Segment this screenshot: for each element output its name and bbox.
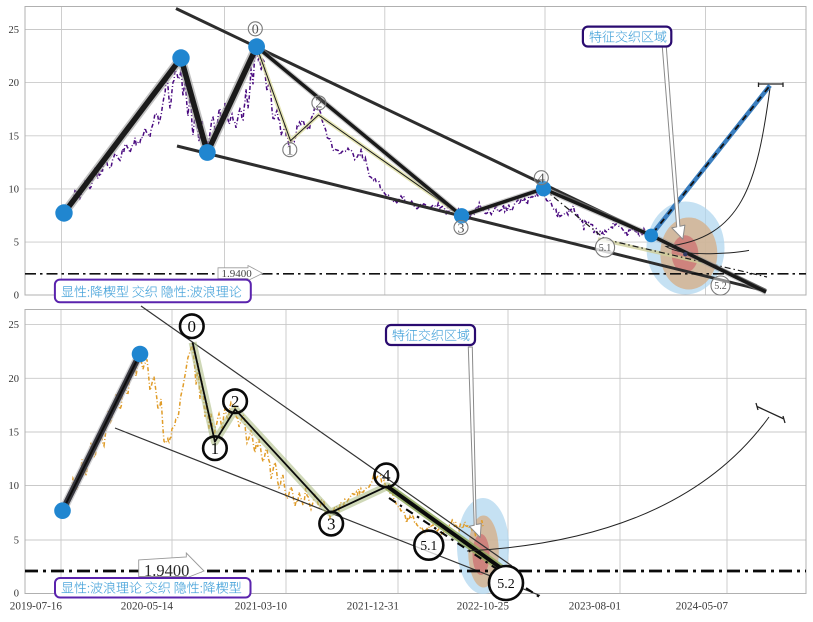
svg-text:5.2: 5.2 xyxy=(497,577,515,592)
svg-text:15: 15 xyxy=(9,428,20,439)
svg-text:5.2: 5.2 xyxy=(714,281,727,292)
svg-text:0: 0 xyxy=(14,291,19,302)
svg-text:2: 2 xyxy=(315,97,322,112)
svg-text:25: 25 xyxy=(9,320,20,331)
svg-text:20: 20 xyxy=(9,374,20,385)
svg-text:10: 10 xyxy=(9,481,20,492)
svg-text:0: 0 xyxy=(14,589,19,600)
svg-text:1.9400: 1.9400 xyxy=(222,268,253,280)
svg-text:5: 5 xyxy=(14,238,19,249)
svg-text:3: 3 xyxy=(327,514,336,533)
svg-text:2021-12-31: 2021-12-31 xyxy=(347,601,399,613)
svg-text:20: 20 xyxy=(9,78,20,89)
svg-text:1.9400: 1.9400 xyxy=(144,561,189,580)
svg-text:3: 3 xyxy=(458,221,465,236)
svg-text:2024-05-07: 2024-05-07 xyxy=(676,601,729,613)
svg-text:25: 25 xyxy=(9,25,20,36)
svg-text:2020-05-14: 2020-05-14 xyxy=(121,601,174,613)
svg-text:2019-07-16: 2019-07-16 xyxy=(10,601,63,613)
svg-text:1: 1 xyxy=(286,144,293,159)
svg-text:15: 15 xyxy=(9,131,20,142)
svg-text:2: 2 xyxy=(231,392,240,411)
svg-text:0: 0 xyxy=(188,317,197,336)
svg-text:10: 10 xyxy=(9,184,20,195)
svg-text:2021-03-10: 2021-03-10 xyxy=(235,601,288,613)
svg-text:5: 5 xyxy=(14,536,19,547)
svg-text:0: 0 xyxy=(252,23,259,38)
svg-text:5.1: 5.1 xyxy=(420,538,437,553)
svg-text:2022-10-25: 2022-10-25 xyxy=(457,601,510,613)
svg-text:2023-08-01: 2023-08-01 xyxy=(569,601,621,613)
svg-text:4: 4 xyxy=(382,466,391,485)
svg-text:4: 4 xyxy=(538,172,545,187)
svg-text:1: 1 xyxy=(211,439,220,458)
svg-text:5.1: 5.1 xyxy=(599,243,612,254)
